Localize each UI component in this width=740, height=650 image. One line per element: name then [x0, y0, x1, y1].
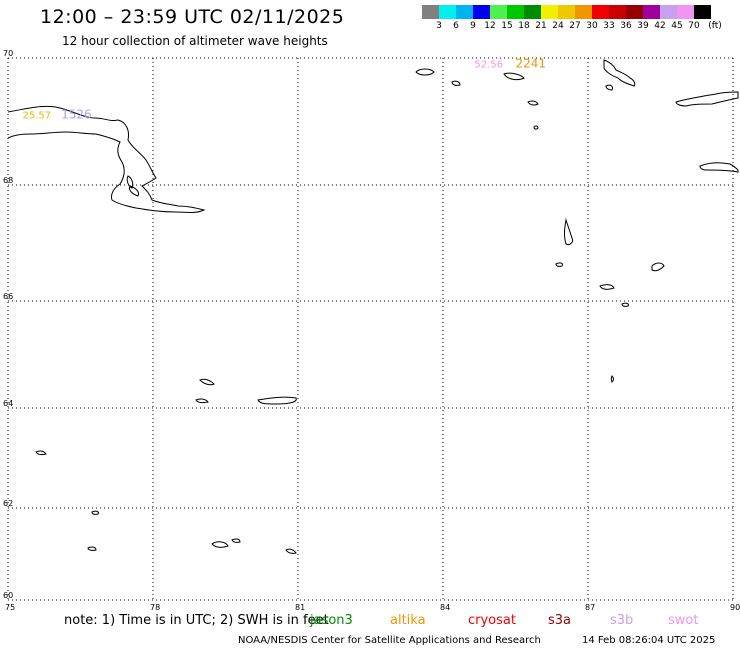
legend-swatch — [439, 5, 456, 19]
longitude-tick-label: 81 — [295, 603, 305, 612]
legend-swatch — [643, 5, 660, 19]
legend-swatch — [626, 5, 643, 19]
satellite-legend-item: jason3 — [310, 613, 353, 628]
legend-swatch — [541, 5, 558, 19]
island-coastline — [527, 100, 539, 106]
legend-swatch — [473, 5, 490, 19]
island-coastline — [87, 546, 97, 551]
legend-swatches — [422, 5, 740, 19]
map-title: 12:00 – 23:59 UTC 02/11/2025 — [40, 6, 345, 28]
legend-label: 18 — [518, 21, 530, 31]
longitude-tick-label: 84 — [440, 603, 450, 612]
legend-labels: 3 6 9 12 15 18 21 24 27 30 33 36 39 42 45 70 (ft) — [422, 19, 740, 33]
footer-note: note: 1) Time is in UTC; 2) SWH is in fe… — [64, 613, 329, 628]
wave-height-label: 2241 — [516, 57, 547, 71]
credit-line: NOAA/NESDIS Center for Satellite Applica… — [238, 635, 541, 646]
legend-label: 27 — [569, 21, 581, 31]
island-coastline — [231, 538, 241, 543]
longitude-tick-label: 87 — [585, 603, 595, 612]
legend-unit: (ft) — [708, 21, 722, 31]
legend-label: 39 — [637, 21, 649, 31]
island-coastline — [35, 450, 47, 456]
legend-swatch — [490, 5, 507, 19]
island-coastline — [285, 548, 297, 554]
legend-swatch — [694, 5, 711, 19]
island-coastline — [91, 510, 99, 515]
satellite-legend-item: s3a — [548, 613, 572, 628]
latitude-tick-label: 64 — [3, 399, 13, 408]
legend-swatch — [422, 5, 439, 19]
legend-label: 30 — [586, 21, 598, 31]
legend-label: 12 — [484, 21, 496, 31]
island-coastline — [599, 284, 615, 290]
coastline — [7, 59, 739, 554]
longitude-tick-label: 78 — [150, 603, 160, 612]
island-coastline — [415, 68, 435, 76]
longitude-tick-label: 90 — [730, 603, 740, 612]
latitude-tick-label: 66 — [3, 292, 13, 301]
island-coastline — [605, 84, 613, 91]
legend-swatch — [592, 5, 609, 19]
island-coastline — [651, 262, 665, 272]
legend-label: 9 — [470, 21, 476, 31]
legend-swatch — [524, 5, 541, 19]
legend-label: 33 — [603, 21, 615, 31]
legend-swatch — [575, 5, 592, 19]
island-coastline — [257, 396, 297, 405]
island-coastline — [503, 72, 525, 81]
legend-label: 21 — [535, 21, 547, 31]
wave-height-color-legend: 3 6 9 12 15 18 21 24 27 30 33 36 39 42 45 70 (ft) — [422, 5, 740, 33]
taymyr-coastline — [675, 91, 739, 107]
legend-label: 6 — [453, 21, 459, 31]
peninsula-coastline — [7, 105, 206, 213]
wave-height-label: 52.56 — [474, 60, 503, 71]
island-coastline — [610, 375, 614, 383]
island-coastline — [126, 175, 134, 189]
legend-swatch — [660, 5, 677, 19]
satellite-legend-item: swot — [668, 613, 699, 628]
generation-timestamp: 14 Feb 08:26:04 UTC 2025 — [582, 635, 716, 646]
legend-swatch — [558, 5, 575, 19]
wave-height-label: 25.57 — [23, 110, 52, 121]
satellite-legend-item: altika — [390, 613, 426, 628]
legend-swatch — [609, 5, 626, 19]
latitude-tick-label: 62 — [3, 499, 13, 508]
lat-lon-graticule — [7, 57, 734, 601]
island-coastline — [129, 185, 139, 197]
severnaya-coastline — [603, 59, 636, 87]
latitude-tick-label: 70 — [3, 49, 13, 58]
legend-swatch — [677, 5, 694, 19]
axis-tick-labels: 75 78 81 84 87 90 60 62 64 66 68 70 — [3, 49, 740, 612]
legend-label: 3 — [436, 21, 442, 31]
latitude-tick-label: 60 — [3, 591, 13, 600]
legend-label: 45 — [671, 21, 683, 31]
island-coastline — [211, 541, 229, 548]
legend-label: 15 — [501, 21, 513, 31]
island-coastline — [555, 262, 563, 267]
legend-label: 42 — [654, 21, 666, 31]
legend-swatch — [507, 5, 524, 19]
satellite-legend-item: s3b — [610, 613, 634, 628]
satellite-legend-item: cryosat — [468, 613, 516, 628]
island-coastline — [564, 218, 573, 245]
latitude-tick-label: 68 — [3, 176, 13, 185]
legend-label: 70 — [688, 21, 700, 31]
legend-label: 24 — [552, 21, 564, 31]
island-coastline — [533, 125, 539, 130]
island-coastline — [621, 302, 629, 307]
taymyr-coastline — [699, 162, 739, 173]
legend-label: 36 — [620, 21, 632, 31]
longitude-tick-label: 75 — [5, 603, 15, 612]
wave-height-labels: 25.57 1526 52.56 2241 — [23, 57, 547, 122]
legend-swatch — [456, 5, 473, 19]
wave-height-label: 1526 — [61, 107, 92, 121]
island-coastline — [451, 80, 461, 86]
island-coastline — [195, 398, 209, 404]
island-coastline — [199, 378, 215, 386]
map-subtitle: 12 hour collection of altimeter wave hei… — [62, 34, 328, 48]
